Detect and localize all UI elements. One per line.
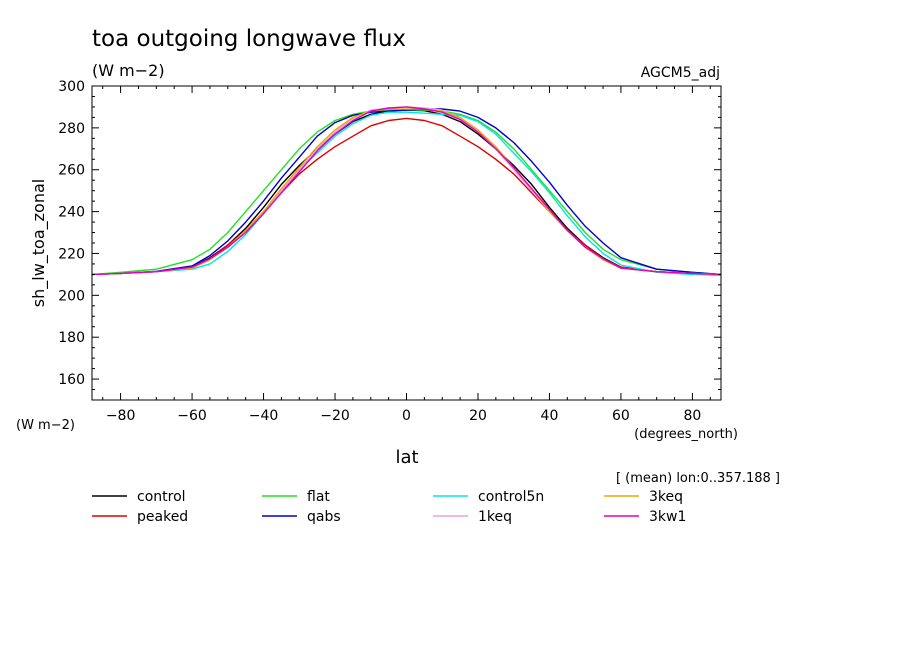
series-line-control5n: [91, 111, 722, 277]
y-tick-label: 300: [58, 79, 85, 95]
legend-label-qabs: qabs: [307, 509, 341, 525]
x-tick-label: −80: [106, 408, 136, 424]
y-tick-label: 220: [58, 246, 85, 262]
y-tick-label: 280: [58, 121, 85, 137]
x-tick-label: 80: [683, 408, 701, 424]
chart-title: toa outgoing longwave flux: [92, 26, 406, 52]
legend-label-peaked: peaked: [137, 509, 188, 525]
x-tick-label: 60: [612, 408, 630, 424]
x-tick-label: −60: [177, 408, 207, 424]
x-tick-label: 0: [402, 408, 411, 424]
series-line-control: [91, 109, 722, 276]
y-tick-label: 200: [58, 288, 85, 304]
x-tick-label: 40: [541, 408, 559, 424]
legend-label-control: control: [137, 489, 186, 505]
legend-label-3kw1: 3kw1: [649, 509, 686, 525]
y-tick-label: 180: [58, 330, 85, 346]
x-tick-label: −40: [249, 408, 279, 424]
ticks-layer: −80 −60 −40 −20 0 20 40 60 80 160 180 200 220 240 260 2…: [58, 79, 721, 424]
plot-frame: [91, 85, 722, 401]
legend-label-control5n: control5n: [478, 489, 544, 505]
series-line-peaked: [91, 117, 722, 276]
y-axis-label: sh_lw_toa_zonal: [29, 179, 49, 307]
legend-label-flat: flat: [307, 489, 330, 505]
x-tick-label: 20: [469, 408, 487, 424]
run-label: AGCM5_adj: [641, 65, 720, 81]
chart-units-label: (W m−2): [92, 61, 165, 80]
legend-label-3keq: 3keq: [649, 489, 683, 505]
legend: control peaked flat qabs control5n 1keq 3keq 3k…: [92, 489, 686, 525]
mean-note: [ (mean) lon:0..357.188 ]: [616, 471, 780, 486]
x-axis-units: (degrees_north): [634, 427, 738, 442]
series-line-1keq: [91, 106, 722, 276]
series-layer: [91, 106, 722, 277]
y-tick-label: 260: [58, 163, 85, 179]
x-tick-label: −20: [320, 408, 350, 424]
x-axis-label: lat: [395, 447, 418, 468]
y-axis-units: (W m−2): [16, 418, 75, 433]
series-line-3keq: [91, 108, 722, 276]
series-line-flat: [91, 109, 722, 276]
legend-label-1keq: 1keq: [478, 509, 512, 525]
series-line-qabs: [91, 108, 722, 276]
y-tick-label: 240: [58, 205, 85, 221]
series-line-3kw1: [91, 106, 722, 276]
y-tick-label: 160: [58, 372, 85, 388]
